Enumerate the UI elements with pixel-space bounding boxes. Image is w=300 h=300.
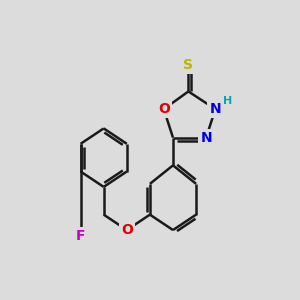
Text: F: F [76, 229, 85, 243]
Text: N: N [200, 130, 212, 145]
Text: O: O [121, 223, 133, 237]
Text: S: S [183, 58, 194, 72]
Text: O: O [158, 102, 170, 116]
Text: N: N [209, 102, 221, 116]
Text: H: H [223, 96, 232, 106]
